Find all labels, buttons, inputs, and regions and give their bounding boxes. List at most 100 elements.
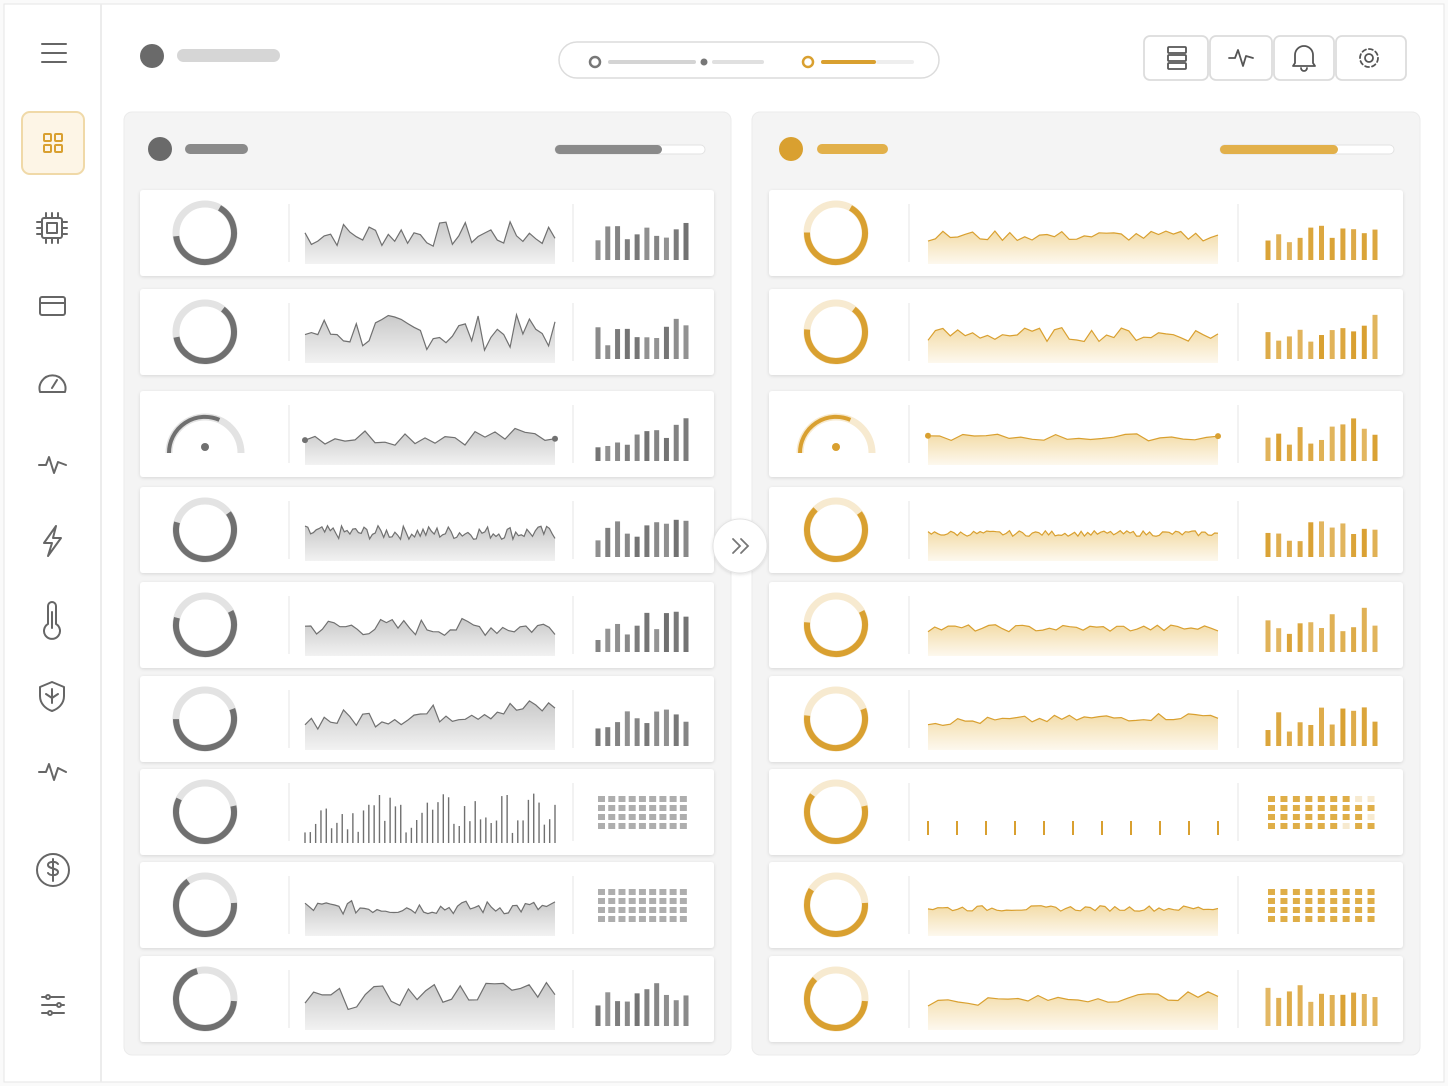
grid-cell xyxy=(608,889,616,895)
spark-area xyxy=(928,905,1218,936)
mini-bar xyxy=(644,989,650,1026)
spark-line xyxy=(304,312,556,352)
grid-cell xyxy=(1367,907,1375,913)
mini-bar xyxy=(1319,225,1324,260)
grid-cell xyxy=(598,796,605,802)
mini-bar xyxy=(1308,622,1314,652)
progress-fill xyxy=(555,145,662,154)
mini-bar xyxy=(1361,707,1367,746)
mini-bar xyxy=(595,240,601,260)
mini-bar xyxy=(1286,540,1292,557)
mini-bar xyxy=(634,434,640,461)
mini-bar xyxy=(1265,437,1271,461)
grid-cell xyxy=(1355,805,1363,811)
grid-cell xyxy=(1367,889,1375,895)
spark-line xyxy=(927,991,1219,1007)
mini-bar xyxy=(1319,628,1324,652)
nav-billing[interactable] xyxy=(36,853,70,887)
spark-area xyxy=(305,700,555,750)
grid-cell xyxy=(628,814,636,820)
mini-bar xyxy=(634,234,640,260)
settings-button[interactable] xyxy=(1335,35,1407,81)
mini-bar xyxy=(663,326,669,359)
grid-cell xyxy=(1268,796,1275,802)
metric-card xyxy=(769,190,1403,276)
metric-card xyxy=(140,190,714,276)
card-background xyxy=(769,391,1403,477)
mini-bar xyxy=(1265,332,1271,359)
activity-button[interactable] xyxy=(1209,35,1273,81)
mini-bar xyxy=(1286,991,1292,1026)
swap-button[interactable] xyxy=(712,518,768,574)
grid-cell xyxy=(1280,823,1288,829)
grid-cell xyxy=(1305,907,1313,913)
mini-bar xyxy=(644,337,650,359)
grid-cell xyxy=(1280,907,1288,913)
nav-settings[interactable] xyxy=(41,994,65,1016)
grid-cell xyxy=(1355,916,1363,922)
mini-bar xyxy=(654,711,660,746)
grid-cell xyxy=(1280,805,1288,811)
nav-health[interactable] xyxy=(38,763,67,781)
mini-bar xyxy=(605,992,611,1026)
grid-cell xyxy=(618,814,626,820)
notifications-button[interactable] xyxy=(1273,35,1335,81)
mini-bar xyxy=(1319,335,1324,359)
mini-bar xyxy=(1329,426,1335,461)
mini-bar xyxy=(673,714,679,746)
avatar[interactable] xyxy=(140,44,164,68)
grid-cell xyxy=(618,823,626,829)
nav-temperature[interactable] xyxy=(43,601,61,640)
spark-line xyxy=(304,700,556,731)
nav-overview[interactable] xyxy=(21,111,85,175)
nav-security[interactable] xyxy=(39,681,65,712)
mini-bar xyxy=(663,613,669,652)
server-button[interactable] xyxy=(1143,35,1209,81)
mini-bar xyxy=(663,523,669,557)
grid-cell xyxy=(1305,898,1313,904)
grid-cell xyxy=(1330,889,1338,895)
mini-bar xyxy=(1276,340,1282,359)
spark-area xyxy=(305,314,555,363)
grid-cell xyxy=(608,823,616,829)
mini-bar xyxy=(605,226,611,260)
grid-cell xyxy=(1330,814,1338,820)
metric-card xyxy=(769,487,1403,573)
metric-card xyxy=(140,769,714,855)
grid-cell xyxy=(628,907,636,913)
grid-cell xyxy=(669,823,677,829)
menu-button[interactable] xyxy=(41,43,67,63)
grid-cell xyxy=(679,889,687,895)
mini-bar xyxy=(615,329,621,359)
ring-arc xyxy=(804,873,868,937)
grid-cell xyxy=(1305,805,1313,811)
nav-power[interactable] xyxy=(43,525,62,557)
grid-cell xyxy=(628,805,636,811)
ring-arc xyxy=(804,780,868,844)
mini-bar xyxy=(1319,707,1324,746)
mini-bar xyxy=(605,445,611,461)
mini-bar xyxy=(644,227,650,260)
spark-line xyxy=(304,427,556,446)
metric-card xyxy=(769,956,1403,1042)
grid-cell xyxy=(618,898,626,904)
grid-cell xyxy=(1355,796,1363,802)
mini-bar xyxy=(1297,623,1303,652)
nav-activity[interactable] xyxy=(38,456,67,474)
mini-bar xyxy=(1361,607,1367,652)
mini-bar xyxy=(634,337,640,359)
nav-cpu[interactable] xyxy=(36,212,68,244)
grid-cell xyxy=(608,907,616,913)
mini-bar xyxy=(1340,994,1346,1026)
nav-performance[interactable] xyxy=(38,374,67,393)
metric-card xyxy=(140,289,714,375)
mini-bar xyxy=(1286,633,1292,652)
mini-bar xyxy=(605,628,611,652)
nav-storage[interactable] xyxy=(39,296,66,316)
grid-cell xyxy=(618,805,626,811)
mini-bar xyxy=(673,611,679,652)
mini-bar xyxy=(615,623,621,652)
grid-cell xyxy=(679,907,687,913)
card-background xyxy=(140,391,714,477)
grid-cell xyxy=(1268,805,1275,811)
